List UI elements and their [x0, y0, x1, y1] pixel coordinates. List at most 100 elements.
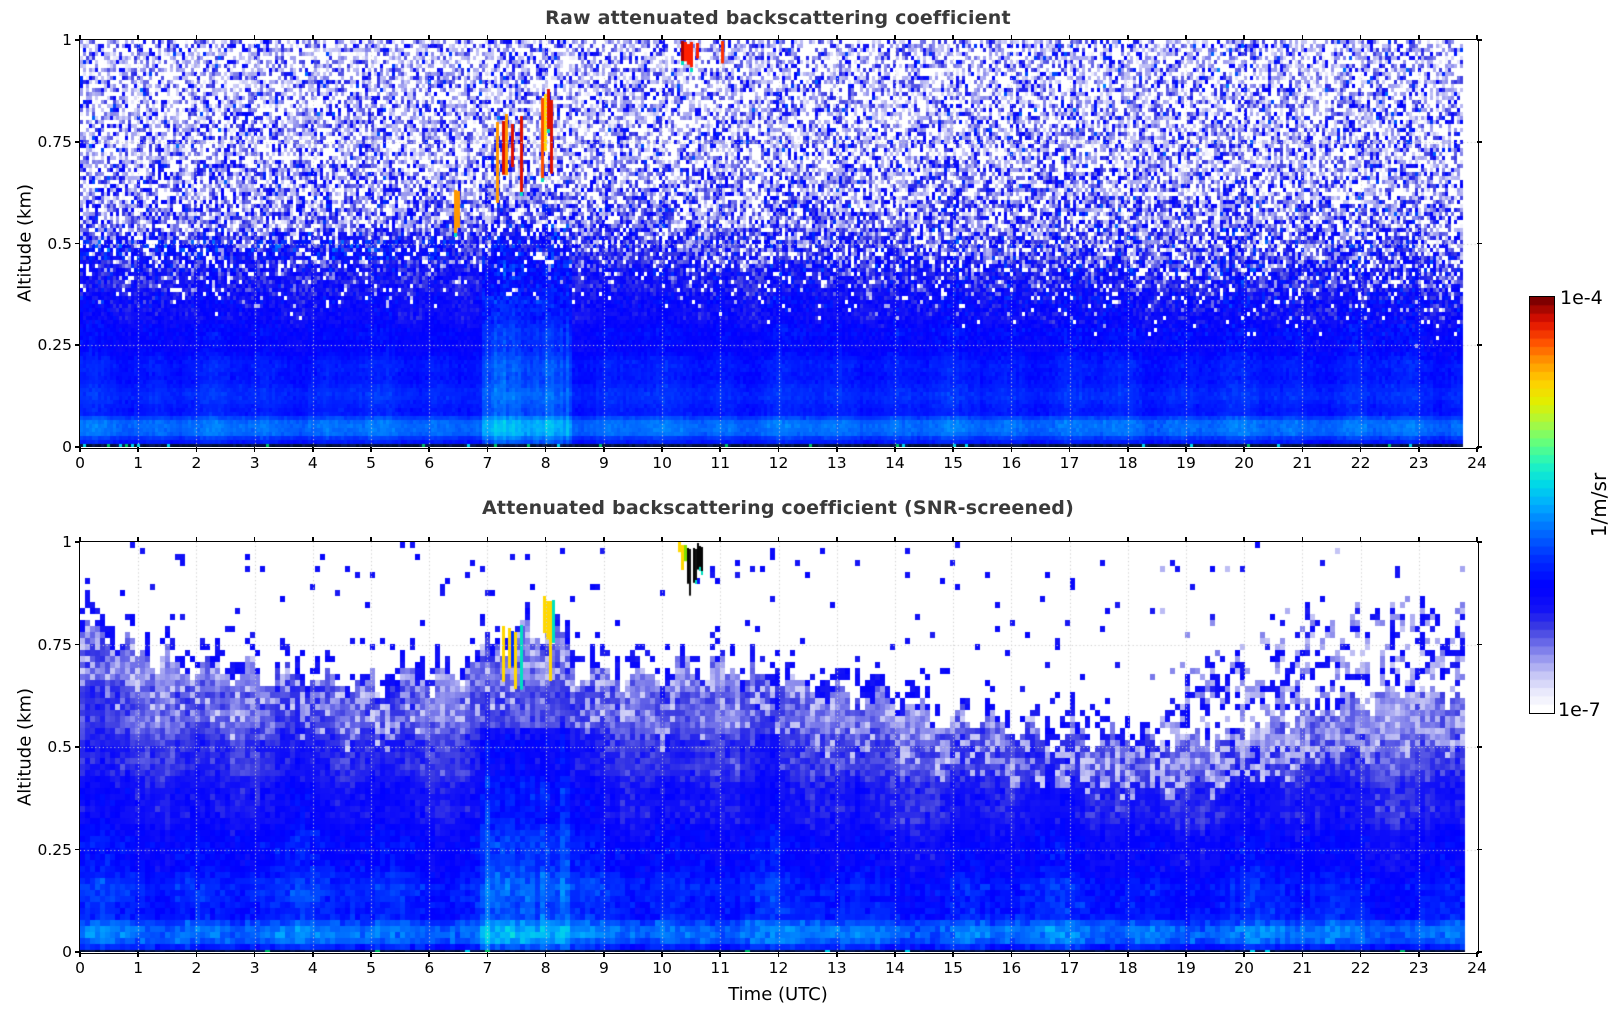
x-tick: [1010, 537, 1013, 542]
x-tick: [1359, 952, 1362, 957]
x-tick: [253, 447, 256, 452]
x-tick: [1010, 35, 1013, 40]
x-tick: [1301, 35, 1304, 40]
colorbar-max-label: 1e-4: [1560, 287, 1603, 309]
x-tick: [894, 447, 896, 452]
x-tick-label: 4: [307, 959, 318, 977]
x-tick: [370, 35, 372, 40]
y-tick-label: 0.25: [37, 840, 72, 859]
x-tick: [719, 447, 722, 452]
x-tick: [1126, 952, 1129, 957]
x-tick-label: 5: [366, 454, 376, 472]
y-tick: [75, 140, 80, 143]
x-tick: [835, 447, 838, 452]
x-tick: [137, 952, 139, 957]
y-tick-label: 0: [62, 438, 72, 456]
x-tick: [1301, 952, 1304, 957]
x-tick: [486, 952, 489, 957]
panel1-heatmap: [80, 40, 1477, 447]
x-tick-label: 7: [482, 454, 493, 472]
y-tick: [75, 39, 80, 41]
y-tick: [75, 848, 80, 851]
x-tick: [486, 35, 489, 40]
x-tick: [894, 952, 896, 957]
x-tick: [428, 447, 431, 452]
x-tick-label: 18: [1117, 959, 1138, 977]
x-tick: [1010, 447, 1013, 452]
x-tick: [1476, 35, 1478, 40]
x-tick: [952, 447, 954, 452]
x-tick: [952, 537, 954, 542]
x-tick: [719, 35, 722, 40]
x-tick-label: 19: [1176, 454, 1196, 472]
y-tick: [1477, 140, 1482, 143]
colorbar-unit-label: 1/m/sr: [1587, 472, 1611, 538]
x-tick: [777, 447, 780, 452]
y-tick-label: 0.75: [37, 132, 72, 151]
y-tick: [1477, 848, 1482, 851]
x-tick: [1359, 537, 1362, 542]
y-tick-label: 0.25: [37, 336, 72, 355]
x-tick-label: 2: [191, 959, 202, 977]
x-tick: [253, 537, 256, 542]
y-tick: [1477, 446, 1482, 448]
y-tick: [1477, 39, 1482, 41]
x-tick-label: 17: [1059, 959, 1080, 977]
x-tick: [1243, 35, 1245, 40]
x-tick: [1417, 952, 1420, 957]
x-tick: [312, 537, 314, 542]
x-tick-label: 5: [366, 959, 376, 977]
y-tick: [1477, 951, 1482, 953]
x-tick: [1010, 952, 1013, 957]
x-tick: [1476, 447, 1478, 452]
x-tick: [603, 952, 605, 957]
x-tick: [1068, 952, 1071, 957]
x-tick-label: 19: [1176, 959, 1196, 977]
x-tick-label: 8: [540, 454, 551, 472]
x-tick: [1359, 447, 1362, 452]
x-tick: [312, 35, 314, 40]
x-tick-label: 15: [943, 959, 963, 977]
x-tick: [544, 537, 547, 542]
x-tick: [1417, 537, 1420, 542]
x-tick: [544, 447, 547, 452]
x-tick-label: 0: [75, 454, 85, 472]
x-tick: [195, 447, 198, 452]
x-tick: [428, 537, 431, 542]
y-tick: [75, 746, 80, 748]
x-tick-label: 21: [1292, 959, 1313, 977]
x-tick-label: 14: [885, 454, 905, 472]
y-tick: [1477, 643, 1482, 646]
x-tick: [1185, 537, 1187, 542]
x-tick-label: 21: [1292, 454, 1313, 472]
y-tick-label: 0.5: [47, 234, 72, 253]
x-tick: [428, 35, 431, 40]
x-tick: [1243, 952, 1245, 957]
y-tick: [75, 643, 80, 646]
x-tick: [1068, 537, 1071, 542]
x-tick: [312, 952, 314, 957]
x-tick: [603, 537, 605, 542]
x-tick: [137, 537, 139, 542]
x-tick: [1476, 952, 1478, 957]
x-tick-label: 9: [598, 454, 609, 472]
x-tick-label: 14: [885, 959, 905, 977]
x-tick-label: 24: [1467, 454, 1487, 472]
x-tick-label: 20: [1234, 959, 1255, 977]
x-tick: [79, 35, 81, 40]
colorbar-min-label: 1e-7: [1558, 699, 1601, 721]
x-tick-label: 11: [710, 959, 731, 977]
x-tick: [1301, 447, 1304, 452]
x-tick-label: 15: [943, 454, 963, 472]
x-tick: [661, 447, 663, 452]
x-tick: [894, 35, 896, 40]
y-tick-label: 0: [62, 943, 72, 961]
x-tick: [428, 952, 431, 957]
x-tick-label: 8: [540, 959, 551, 977]
y-tick: [75, 344, 80, 347]
x-tick-label: 13: [826, 959, 847, 977]
x-tick-label: 3: [249, 959, 260, 977]
x-tick: [195, 537, 198, 542]
x-tick: [952, 35, 954, 40]
